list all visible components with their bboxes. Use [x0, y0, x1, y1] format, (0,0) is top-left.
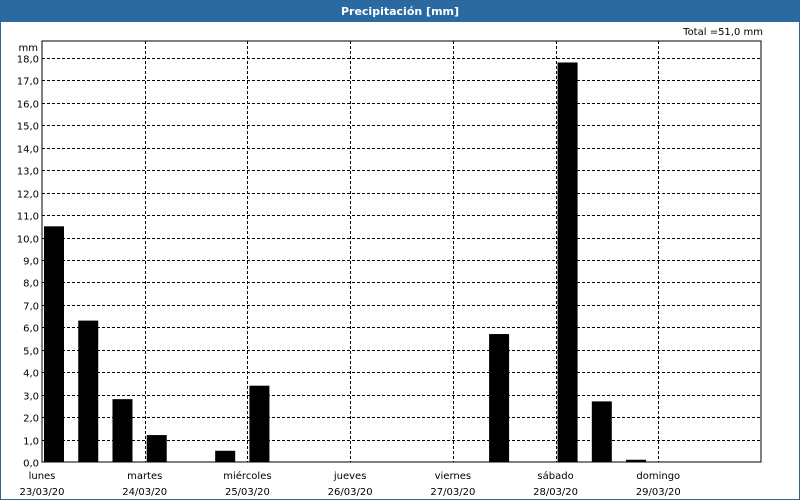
y-tick-label: 11,0	[17, 212, 39, 223]
y-axis-label: mm	[19, 43, 38, 54]
y-tick-label: 8,0	[23, 279, 39, 290]
bar	[44, 226, 64, 462]
y-tick-label: 15,0	[17, 122, 39, 133]
x-tick-date: 23/03/20	[20, 487, 65, 498]
y-tick-label: 16,0	[17, 100, 39, 111]
x-tick-date: 29/03/20	[636, 487, 681, 498]
y-tick-label: 4,0	[23, 369, 39, 380]
bar	[489, 334, 510, 462]
x-tick-date: 25/03/20	[225, 487, 270, 498]
x-tick-date: 26/03/20	[328, 487, 373, 498]
bar	[249, 385, 270, 462]
y-tick-label: 7,0	[23, 302, 39, 313]
y-tick-label: 18,0	[17, 55, 39, 66]
bar	[78, 320, 99, 462]
y-tick-label: 13,0	[17, 167, 39, 178]
y-tick-label: 0,0	[23, 459, 39, 470]
x-tick-day: domingo	[636, 471, 680, 482]
y-tick-label: 14,0	[17, 145, 39, 156]
x-tick-date: 24/03/20	[122, 487, 167, 498]
y-tick-label: 5,0	[23, 347, 39, 358]
y-tick-label: 6,0	[23, 324, 39, 335]
x-tick-day: lunes	[29, 471, 56, 482]
x-tick-date: 27/03/20	[430, 487, 475, 498]
y-tick-label: 17,0	[17, 77, 39, 88]
total-label: Total =51,0 mm	[683, 27, 763, 38]
bar	[215, 450, 236, 462]
x-tick-day: jueves	[333, 471, 367, 482]
x-tick-day: sábado	[537, 470, 573, 482]
y-tick-label: 9,0	[23, 257, 39, 268]
bar	[591, 401, 612, 462]
y-tick-label: 3,0	[23, 392, 39, 403]
bar	[626, 459, 647, 462]
y-tick-label: 12,0	[17, 190, 39, 201]
bar	[146, 435, 167, 462]
bar	[112, 399, 133, 462]
bar	[557, 62, 578, 462]
x-tick-day: miércoles	[223, 470, 271, 482]
y-tick-label: 2,0	[23, 414, 39, 425]
plot-frame	[41, 40, 762, 463]
x-tick-date: 28/03/20	[533, 487, 578, 498]
window-title: Precipitación [mm]	[1, 1, 799, 22]
x-tick-day: viernes	[435, 471, 471, 482]
y-tick-label: 10,0	[17, 235, 39, 246]
x-tick-day: martes	[127, 471, 162, 482]
y-tick-label: 1,0	[23, 437, 39, 448]
